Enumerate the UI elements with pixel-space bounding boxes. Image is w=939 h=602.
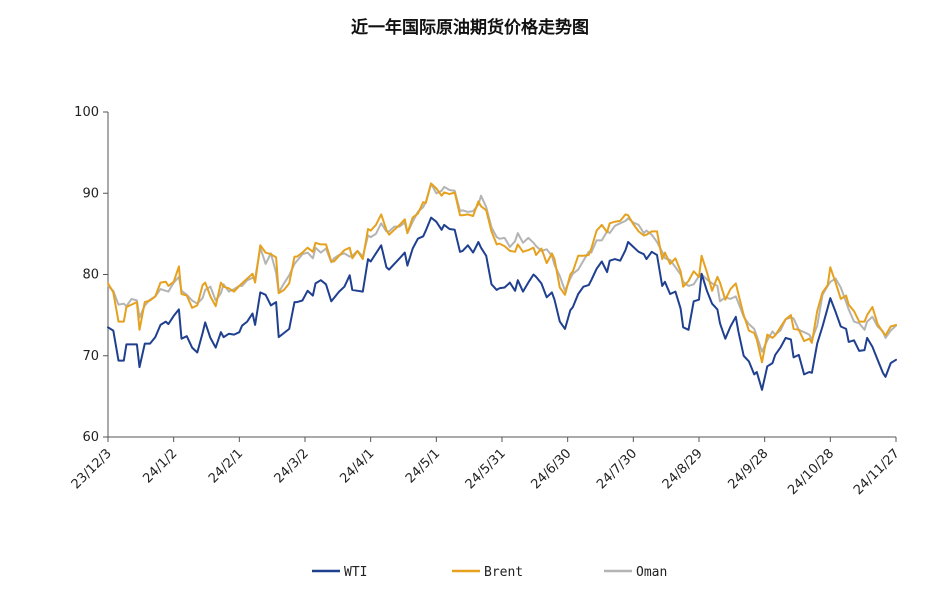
x-tick-label: 24/7/30 bbox=[594, 446, 640, 492]
y-tick-label: 70 bbox=[82, 349, 99, 364]
legend: WTI Brent Oman bbox=[312, 565, 667, 580]
x-tick-label: 24/2/1 bbox=[206, 446, 246, 486]
y-tick-label: 60 bbox=[82, 430, 99, 445]
x-tick-label: 24/1/2 bbox=[140, 446, 180, 486]
y-tick-label: 90 bbox=[82, 186, 99, 201]
x-tick-label: 24/5/31 bbox=[463, 446, 509, 492]
legend-label-brent: Brent bbox=[484, 565, 523, 580]
legend-label-wti: WTI bbox=[344, 565, 367, 580]
x-tick-label: 24/8/29 bbox=[660, 446, 706, 492]
legend-label-oman: Oman bbox=[636, 565, 667, 580]
x-tick-label: 24/4/1 bbox=[337, 446, 377, 486]
x-tick-label: 24/9/28 bbox=[725, 446, 771, 492]
series-line-brent bbox=[107, 182, 897, 364]
x-tick-label: 24/11/27 bbox=[851, 446, 903, 498]
series-layer bbox=[107, 182, 897, 391]
y-tick-label: 100 bbox=[74, 105, 99, 120]
x-tick-label: 23/12/3 bbox=[69, 446, 115, 492]
x-tick-label: 24/5/1 bbox=[403, 446, 443, 486]
chart-title: 近一年国际原油期货价格走势图 bbox=[351, 17, 589, 38]
x-tick-label: 24/10/28 bbox=[785, 446, 837, 498]
x-tick-label: 24/6/30 bbox=[528, 446, 574, 492]
x-tick-label: 24/3/2 bbox=[272, 446, 312, 486]
series-line-oman bbox=[107, 182, 897, 353]
series-line-wti bbox=[107, 216, 897, 391]
y-tick-label: 80 bbox=[82, 268, 99, 283]
